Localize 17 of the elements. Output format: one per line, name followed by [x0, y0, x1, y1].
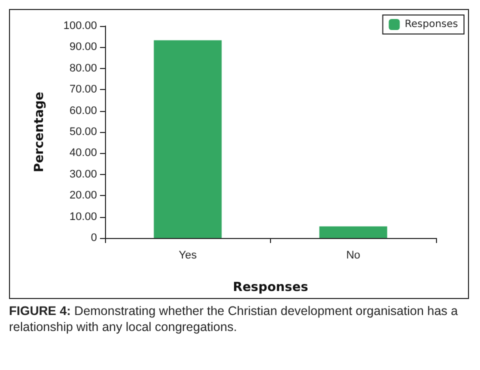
y-tick-label: 20.00	[69, 190, 97, 202]
y-tick-label: 50.00	[69, 126, 97, 138]
y-tick-label: 10.00	[69, 210, 97, 223]
y-tick-label: 70.00	[69, 84, 97, 96]
x-axis-title: Responses	[232, 279, 308, 294]
y-tick-label: 60.00	[69, 104, 97, 117]
y-tick-label: 0	[90, 232, 97, 244]
y-tick-label: 90.00	[69, 41, 97, 54]
y-tick-label: 80.00	[69, 62, 97, 74]
y-tick-label: 40.00	[69, 147, 97, 160]
legend-label: Responses	[404, 19, 458, 30]
caption: FIGURE 4: Demonstrating whether the Christian development organisation has a relationship with any local congregations.	[9, 303, 459, 335]
x-tick-label: Yes	[178, 250, 198, 262]
y-axis-title: Percentage	[31, 92, 46, 172]
y-tick-label: 30.00	[69, 168, 97, 180]
x-tick-label: No	[346, 250, 360, 262]
y-tick-label: 100.00	[63, 20, 97, 32]
